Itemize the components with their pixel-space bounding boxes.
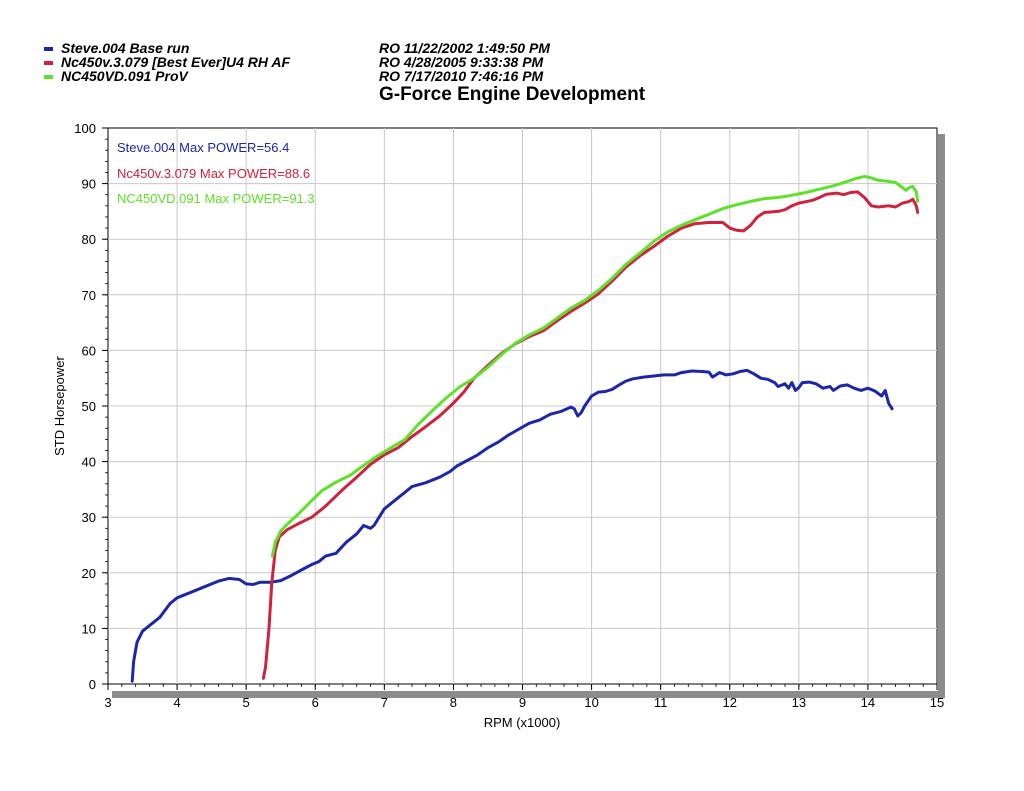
- x-tick-label: 6: [312, 695, 319, 710]
- y-tick-label: 90: [82, 177, 96, 192]
- y-tick-label: 70: [82, 288, 96, 303]
- ticks: [102, 127, 938, 690]
- legend-timestamp: RO 4/28/2005 9:33:38 PM: [379, 54, 544, 70]
- x-tick-label: 13: [792, 695, 806, 710]
- y-tick-label: 20: [82, 566, 96, 581]
- x-tick-label: 11: [654, 695, 668, 710]
- y-tick-label: 10: [82, 621, 96, 636]
- x-axis-label: RPM (x1000): [484, 715, 561, 730]
- y-axis-label: STD Horsepower: [52, 355, 67, 455]
- legend-label: Nc450v.3.079 [Best Ever]U4 RH AF: [61, 54, 291, 70]
- x-tick-label: 15: [930, 695, 944, 710]
- x-tick-label: 12: [723, 695, 737, 710]
- plot-shadow: [938, 134, 945, 698]
- x-tick-label: 5: [243, 695, 250, 710]
- x-tick-label: 7: [381, 695, 388, 710]
- x-tick-label: 8: [450, 695, 457, 710]
- chart-title: G-Force Engine Development: [378, 84, 646, 105]
- y-tick-label: 50: [82, 399, 96, 414]
- legend-label: NC450VD.091 ProV: [61, 68, 188, 84]
- annotation-max-power-steve: Steve.004 Max POWER=56.4: [117, 140, 289, 155]
- legend-timestamp: RO 11/22/2002 1:49:50 PM: [379, 40, 550, 56]
- series-line-nc450v-3-079: [261, 190, 920, 680]
- legend-timestamp: RO 7/17/2010 7:46:16 PM: [379, 68, 544, 84]
- grid: [108, 128, 937, 684]
- y-tick-label: 80: [82, 232, 96, 247]
- y-tick-label: 100: [74, 121, 96, 136]
- legend-label: Steve.004 Base run: [61, 40, 190, 56]
- y-tick-label: 60: [82, 343, 96, 358]
- legend-swatch-steve: [44, 47, 53, 51]
- plot-shadow-bottom: [112, 691, 945, 698]
- series-line-nc450vd-091: [270, 174, 920, 558]
- x-tick-label: 3: [104, 695, 111, 710]
- y-tick-label: 0: [89, 677, 96, 692]
- series-lines: [130, 174, 920, 683]
- y-tick-label: 40: [82, 455, 96, 470]
- axis-labels: 3 4 5 6 7 8 9 10 11 12 13 14 15 0 10 20 30 40 50 60 70 80 90 10…: [74, 121, 944, 710]
- x-tick-label: 4: [173, 695, 180, 710]
- series-line-steve-004: [130, 368, 894, 683]
- x-tick-label: 14: [861, 695, 875, 710]
- legend-swatch-nc450vd: [44, 75, 53, 79]
- x-tick-label: 10: [584, 695, 598, 710]
- x-tick-label: 9: [519, 695, 526, 710]
- legend-swatch-nc450v: [44, 61, 53, 65]
- y-tick-label: 30: [82, 510, 96, 525]
- annotation-max-power-nc450vd: NC450VD.091 Max POWER=91.3: [117, 191, 315, 206]
- annotation-max-power-nc450v: Nc450v.3.079 Max POWER=88.6: [117, 166, 310, 181]
